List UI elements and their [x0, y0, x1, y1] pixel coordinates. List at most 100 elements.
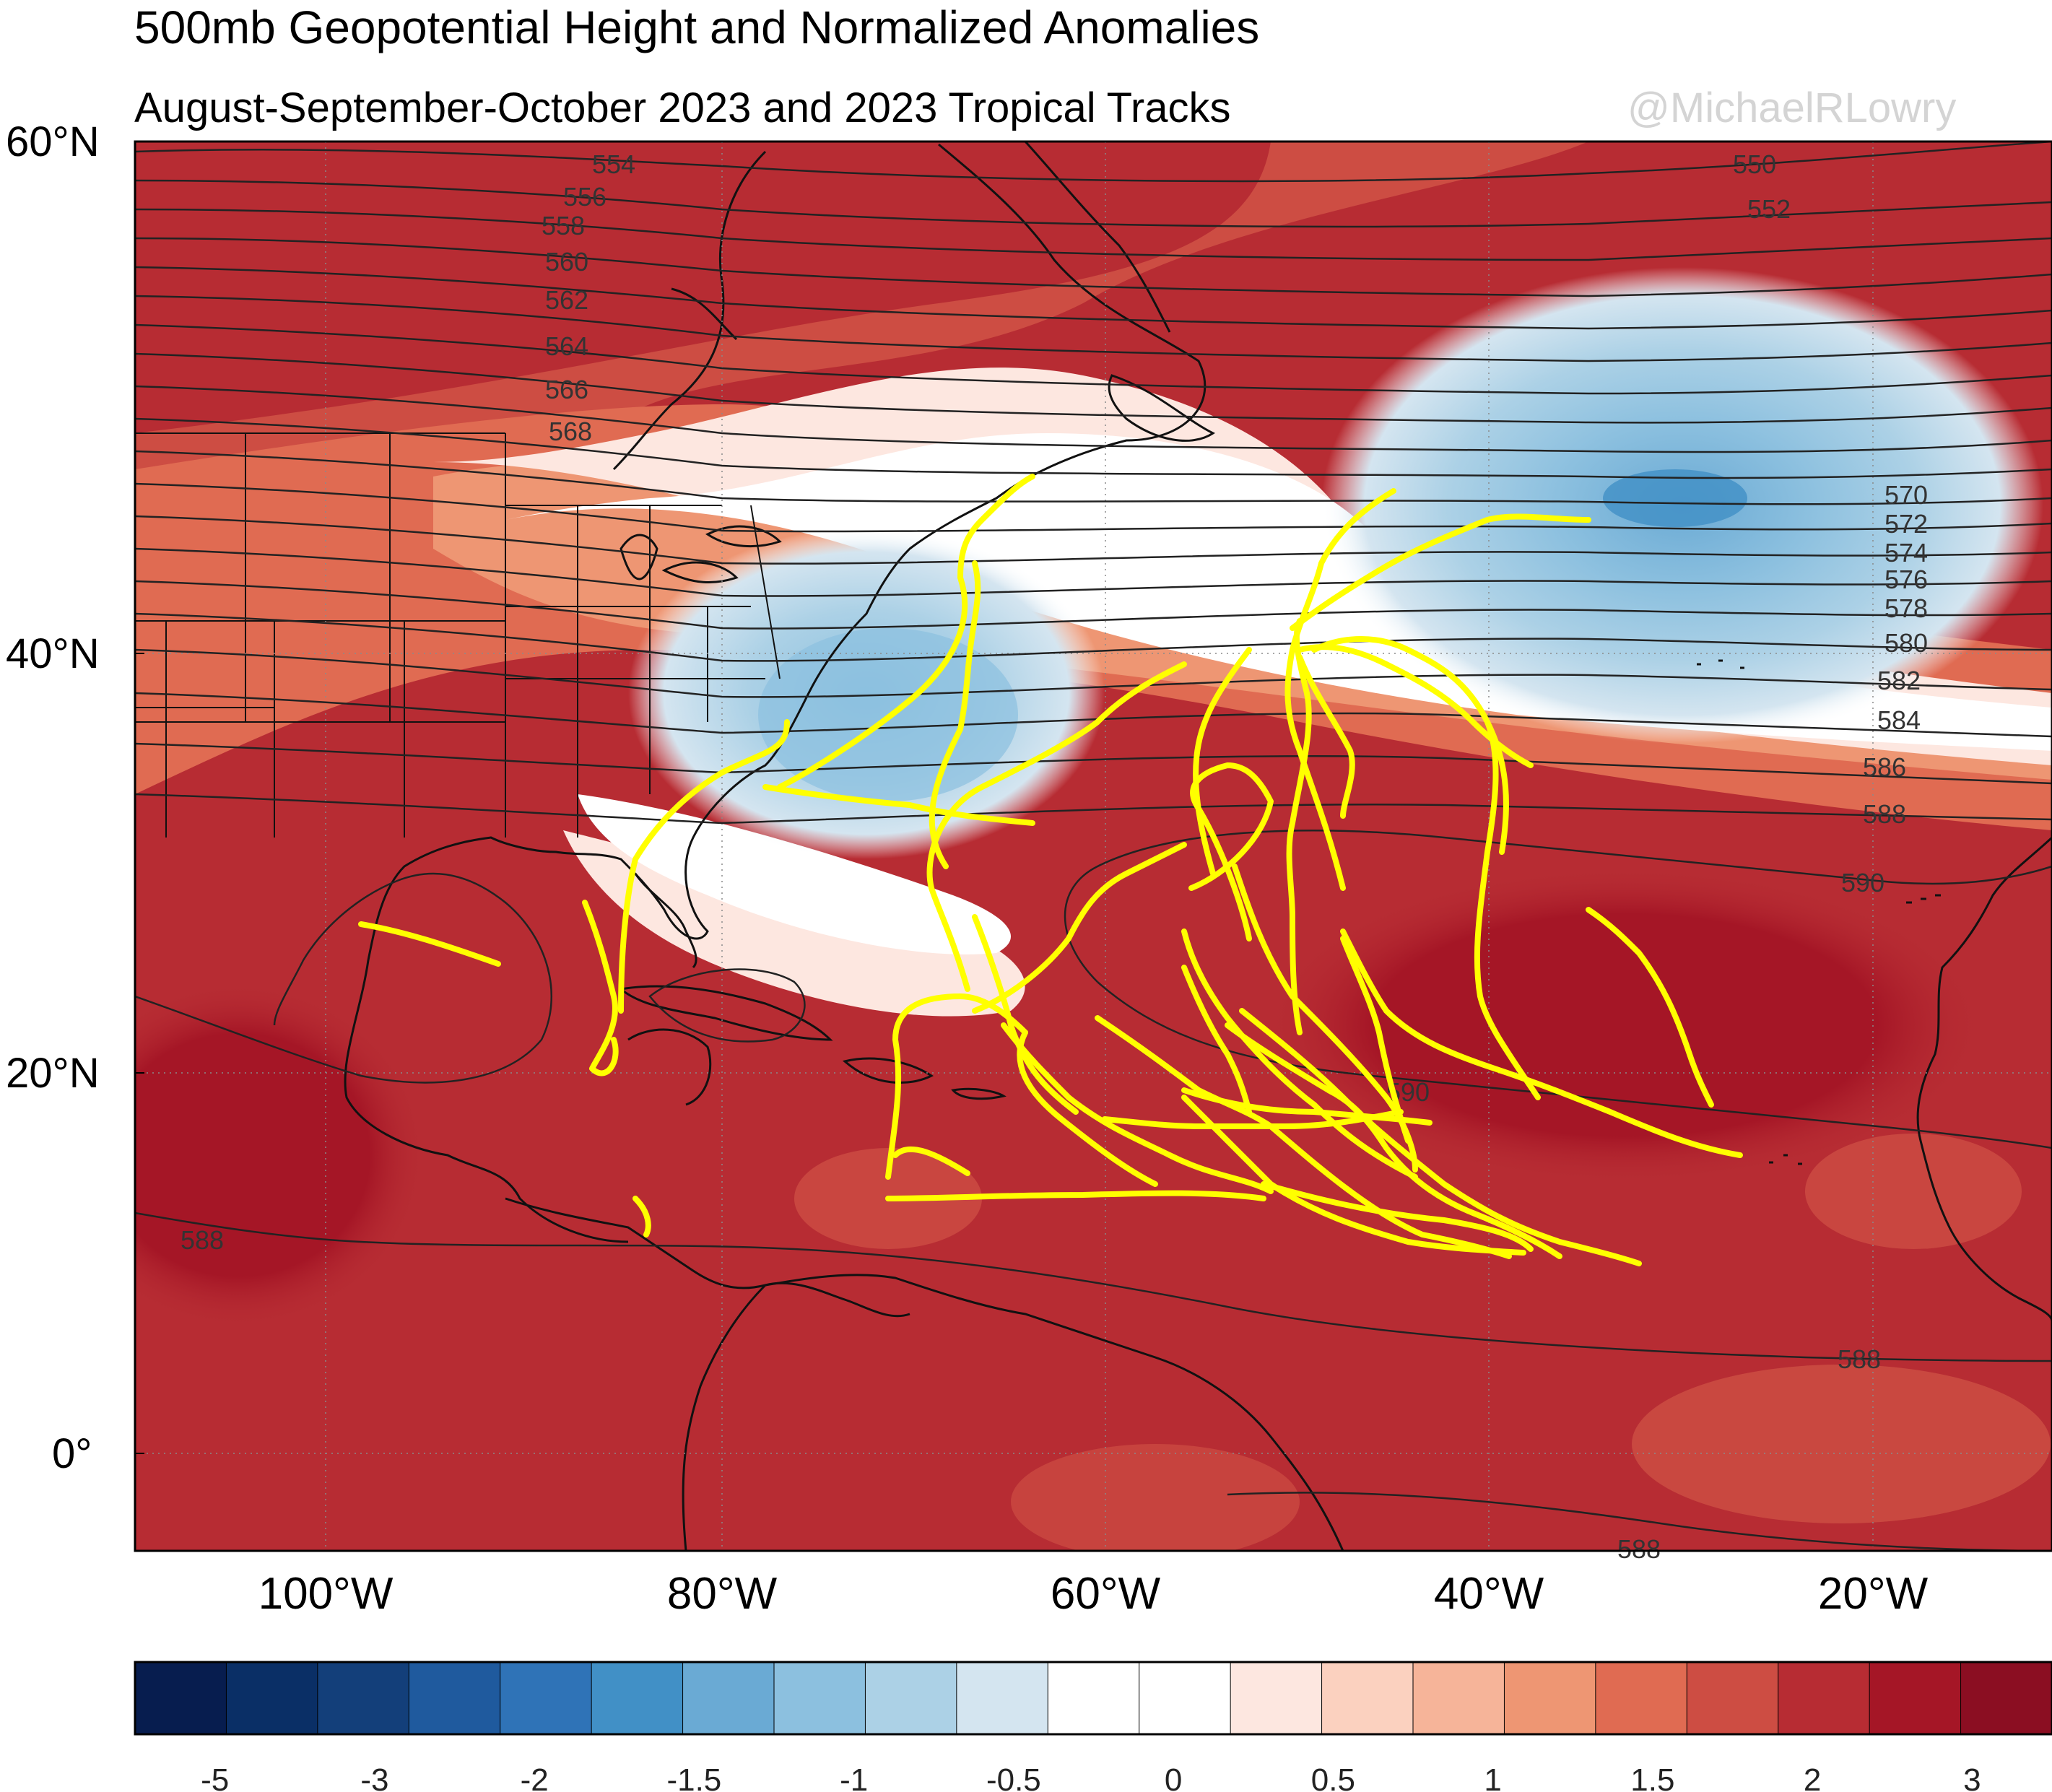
- contour-label: 556: [563, 182, 607, 212]
- contour-labels: 550 552 554 556 558 560 562 564 566 568 …: [181, 149, 1928, 1564]
- colorbar: [135, 1662, 2052, 1734]
- map-title: 500mb Geopotential Height and Normalized…: [134, 1, 1260, 53]
- map-subtitle: August-September-October 2023 and 2023 T…: [134, 84, 1231, 131]
- colorbar-tick-label: -1: [840, 1762, 868, 1792]
- colorbar-swatch: [956, 1662, 1048, 1734]
- track: [972, 842, 1187, 1014]
- lat-label: 20°N: [6, 1050, 100, 1097]
- colorbar-swatch: [1230, 1662, 1323, 1734]
- colorbar-swatch: [1869, 1662, 1962, 1734]
- colorbar-tick-label: 1.5: [1630, 1762, 1674, 1792]
- colorbar-tick-label: 2: [1804, 1762, 1821, 1792]
- track: [582, 900, 619, 1076]
- track: [926, 661, 1187, 992]
- track: [1239, 1008, 1642, 1266]
- contour-label: 586: [1863, 752, 1906, 782]
- lat-label: 0°: [52, 1430, 92, 1477]
- tropical-tracks: [358, 474, 1743, 1266]
- colorbar-swatch: [1413, 1662, 1505, 1734]
- contour-label: 552: [1747, 194, 1791, 224]
- colorbar-swatch: [1139, 1662, 1231, 1734]
- contour-label: 572: [1884, 509, 1928, 539]
- contour-label: 584: [1877, 705, 1921, 735]
- lon-label: 20°W: [1818, 1569, 1929, 1619]
- colorbar-swatch: [774, 1662, 866, 1734]
- contour-label: 566: [545, 375, 588, 404]
- political-borders: [135, 432, 781, 838]
- colorbar-swatch: [226, 1662, 318, 1734]
- lon-label: 100°W: [258, 1569, 394, 1619]
- track: [1225, 1022, 1562, 1259]
- colorbar-swatch: [1595, 1662, 1687, 1734]
- track: [1181, 1095, 1526, 1256]
- contour-label: 588: [1838, 1344, 1881, 1374]
- lat-label: 60°N: [6, 118, 100, 165]
- track: [1290, 513, 1591, 631]
- track: [1095, 1015, 1512, 1259]
- colorbar-tick-label: -1.5: [666, 1762, 721, 1792]
- colorbar-tick-label: -0.5: [986, 1762, 1041, 1792]
- track: [762, 784, 1035, 826]
- lon-label: 80°W: [667, 1569, 778, 1619]
- colorbar-tick-label: -2: [521, 1762, 549, 1792]
- anomaly-shading: [135, 142, 2052, 1551]
- track: [1102, 1109, 1404, 1129]
- colorbar-tick-label: 3: [1963, 1762, 1981, 1792]
- track: [1181, 965, 1252, 1115]
- track: [1311, 636, 1541, 1100]
- contour-label: 580: [1884, 628, 1928, 658]
- track: [1193, 647, 1252, 877]
- lat-label: 40°N: [6, 630, 100, 677]
- colorbar-swatch: [1960, 1662, 2052, 1734]
- colorbar-swatch: [591, 1662, 684, 1734]
- colorbar-swatch: [1778, 1662, 1870, 1734]
- track: [618, 719, 790, 1014]
- contour-label: 578: [1884, 593, 1928, 623]
- coastlines: [344, 142, 2052, 1551]
- contour-label: 590: [1841, 868, 1884, 897]
- lon-label: 40°W: [1434, 1569, 1544, 1619]
- track: [632, 1196, 651, 1238]
- colorbar-labels: -5 -3 -2 -1.5 -1 -0.5 0 0.5 1 1.5 2 3: [201, 1762, 1981, 1792]
- track: [1284, 488, 1396, 891]
- contour-label: 588: [181, 1225, 224, 1255]
- track: [1340, 928, 1743, 1158]
- colorbar-tick-label: 1: [1484, 1762, 1501, 1792]
- track: [1340, 936, 1411, 1144]
- author-credit: @MichaelRLowry: [1627, 84, 1957, 131]
- colorbar-swatch: [500, 1662, 592, 1734]
- map-frame: [134, 140, 2052, 1552]
- track: [972, 914, 1079, 1115]
- contour-label: 574: [1884, 538, 1928, 567]
- contour-label: 564: [545, 331, 588, 361]
- track: [1297, 644, 1534, 768]
- height-contours: [135, 142, 2052, 1551]
- track: [1484, 719, 1509, 855]
- lon-label: 60°W: [1051, 1569, 1161, 1619]
- contour-label: 554: [592, 149, 635, 179]
- colorbar-tick-label: 0.5: [1311, 1762, 1355, 1792]
- track: [358, 921, 501, 967]
- contour-label: 588: [1617, 1534, 1661, 1564]
- track: [1586, 907, 1714, 1108]
- track: [1261, 1181, 1534, 1252]
- colorbar-swatch: [317, 1662, 409, 1734]
- track: [1188, 762, 1274, 941]
- lat-ticks: [135, 141, 144, 1454]
- colorbar-swatch: [682, 1662, 775, 1734]
- colorbar-tick-label: -3: [360, 1762, 388, 1792]
- colorbar-tick-label: -5: [201, 1762, 229, 1792]
- colorbar-swatch: [1687, 1662, 1779, 1734]
- colorbar-swatch: [1321, 1662, 1414, 1734]
- colorbar-swatch: [1048, 1662, 1140, 1734]
- colorbar-swatch: [865, 1662, 957, 1734]
- track: [892, 1146, 970, 1176]
- contour-label: 582: [1877, 666, 1921, 695]
- contour-label: 562: [545, 285, 588, 315]
- colorbar-swatch: [135, 1662, 227, 1734]
- colorbar-swatch: [409, 1662, 501, 1734]
- track: [1286, 618, 1312, 1035]
- track: [777, 474, 1035, 790]
- track: [1297, 654, 1355, 819]
